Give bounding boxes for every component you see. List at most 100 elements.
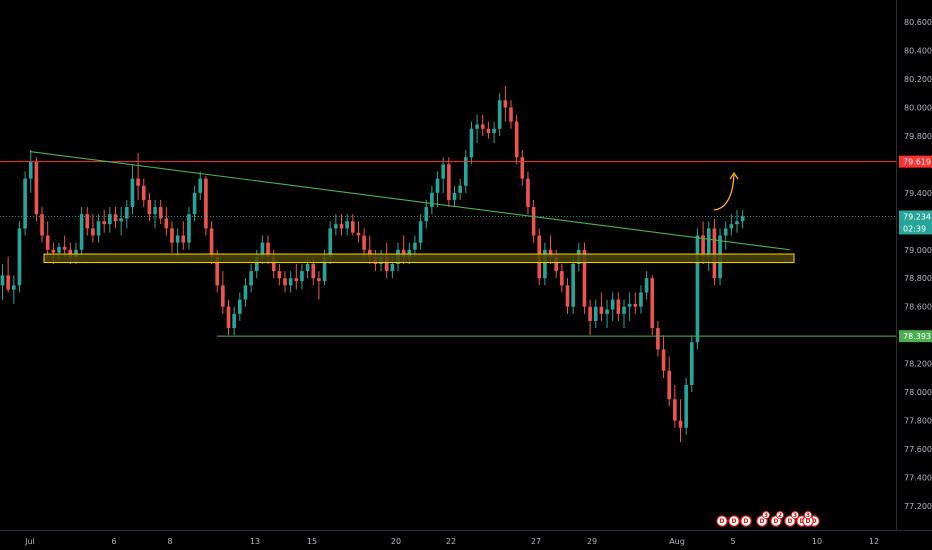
candle (464, 150, 468, 193)
svg-text:D: D (744, 518, 749, 525)
time-axis[interactable]: Jul 6 8 13 15 20 22 27 29 Aug 5 10 12 (24, 537, 879, 546)
candle-body (192, 192, 197, 215)
svg-text:2: 2 (778, 512, 782, 519)
candle-body (695, 235, 700, 343)
price-tick-label: 77.200 (904, 502, 932, 511)
price-tick-label: 80.000 (904, 103, 932, 112)
candle-body (170, 228, 174, 243)
candle-body (23, 178, 27, 229)
candle-body (232, 313, 236, 329)
time-tick-label: 6 (111, 537, 116, 546)
economic-event-icon[interactable]: D (728, 515, 740, 527)
candle (633, 292, 638, 314)
time-tick-label: Jul (24, 537, 35, 546)
candle-body (0, 275, 5, 286)
candle (452, 185, 457, 208)
time-tick-label: 20 (391, 537, 401, 546)
candle (605, 299, 609, 329)
candle (226, 299, 231, 336)
candle-body (339, 224, 344, 229)
time-tick-label: 29 (587, 537, 597, 546)
candle-body (661, 349, 666, 371)
candle-body (226, 306, 231, 329)
countdown-tag-bg (899, 222, 932, 235)
candle-body (729, 224, 734, 229)
current-price-tag: 79.234 (903, 212, 931, 221)
candle (531, 199, 536, 243)
current-price-tag-bg (899, 210, 932, 223)
candle-body (554, 256, 558, 272)
time-tick-label: 8 (167, 537, 172, 546)
candle (656, 320, 660, 357)
candle-body (288, 278, 293, 286)
candle (565, 278, 570, 314)
candle (283, 271, 287, 293)
event-count-badge[interactable]: 3 (762, 510, 771, 519)
time-tick-label: 5 (730, 537, 735, 546)
candle-body (102, 221, 106, 225)
candle (622, 299, 626, 329)
candle-body (678, 420, 683, 428)
candle (62, 235, 67, 257)
event-count-badge[interactable]: 3 (791, 510, 800, 519)
candle-body (187, 214, 191, 243)
candle-body (497, 100, 502, 129)
candle (300, 264, 304, 290)
candle (424, 199, 429, 229)
economic-event-icon[interactable]: D (784, 515, 796, 527)
candle (639, 285, 643, 314)
projection-arrow[interactable] (713, 174, 735, 211)
candle-body (464, 157, 468, 186)
candle-body (158, 207, 163, 219)
candle-body (221, 285, 225, 307)
candle (729, 214, 734, 236)
candle (136, 152, 140, 200)
candle (627, 292, 632, 321)
candle-body (91, 228, 95, 236)
trendline[interactable] (29, 150, 791, 251)
candle (198, 171, 203, 200)
events-row[interactable]: D D D D D D D DD3 2 3 3 (716, 510, 820, 527)
demand-zone[interactable] (43, 253, 795, 264)
svg-text:D: D (788, 518, 793, 525)
projection-arrow-head (729, 171, 739, 180)
candle (334, 214, 338, 236)
candle (351, 214, 355, 236)
candle (345, 214, 349, 236)
candle-body (300, 271, 304, 282)
candle-body (526, 178, 530, 208)
candle (509, 100, 513, 129)
candle (23, 171, 27, 236)
event-count-badge[interactable]: 2 (776, 510, 785, 519)
candle (599, 292, 604, 321)
candle-body (17, 228, 22, 286)
candle-body (362, 235, 366, 250)
economic-event-icon[interactable]: D (740, 515, 752, 527)
candle-body (6, 275, 10, 290)
price-tick-label: 80.400 (904, 46, 932, 55)
svg-text:D: D (800, 518, 805, 525)
candle-body (548, 249, 553, 257)
candle-body (51, 249, 56, 253)
candle-body (593, 306, 598, 321)
svg-text:3: 3 (806, 512, 810, 519)
candle-body (627, 303, 632, 307)
candle-body (130, 178, 135, 208)
price-tick-label: 77.800 (904, 417, 932, 426)
candle (130, 164, 135, 215)
candle-body (294, 278, 299, 282)
candle-body (740, 216, 745, 222)
candle (232, 306, 236, 336)
candle-body (62, 246, 67, 250)
price-tick-label: 80.200 (904, 75, 932, 84)
candle-body (582, 249, 587, 307)
candle-body (209, 228, 214, 257)
candle-body (12, 285, 16, 290)
candle-body (328, 228, 332, 257)
candle-body (430, 192, 434, 208)
event-count-badge[interactable]: 3 (804, 510, 813, 519)
candle (616, 292, 621, 321)
economic-event-icon[interactable]: D (716, 515, 728, 527)
candle-body (407, 249, 412, 257)
